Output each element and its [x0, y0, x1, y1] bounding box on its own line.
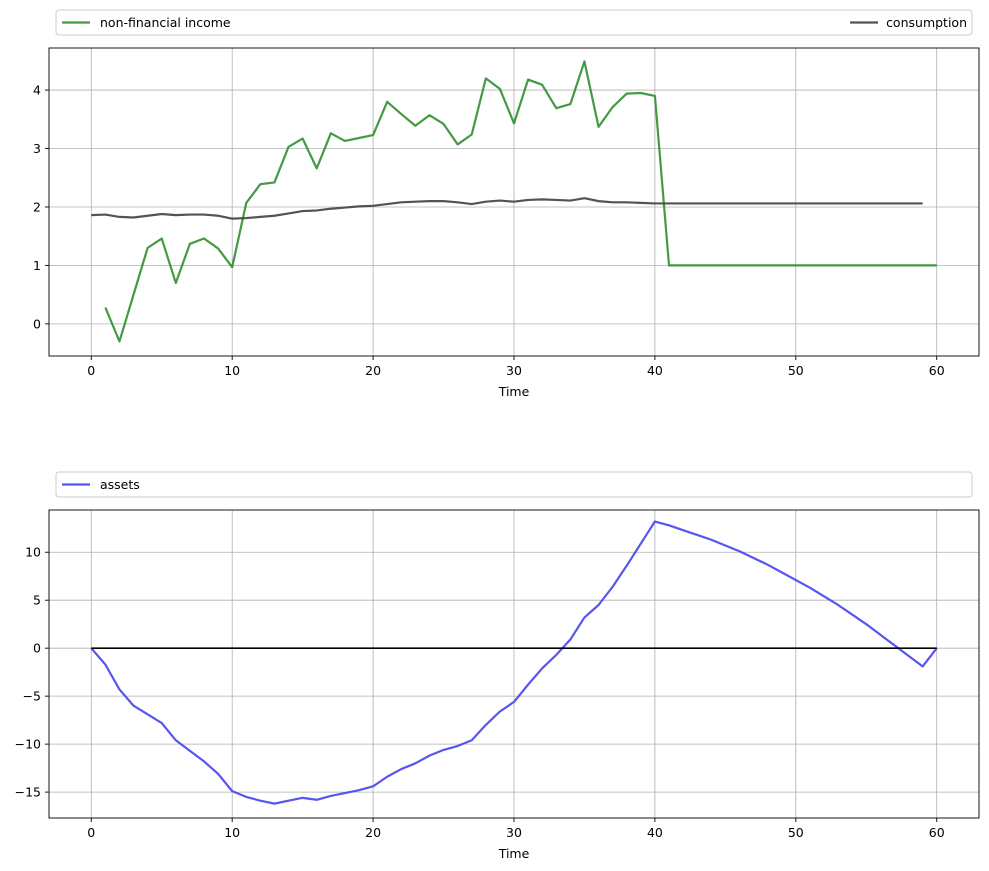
x-axis-label: Time	[498, 384, 530, 399]
x-axis-label: Time	[498, 846, 530, 861]
x-tick-label: 60	[929, 825, 945, 840]
income-consumption-panel: 0 10 20 30 40 50 60 0 1 2 3 4 Time non-financial inco…	[33, 9, 980, 399]
y-tick-label: −15	[15, 785, 41, 800]
legend-box	[55, 471, 973, 498]
legend-box	[55, 9, 973, 36]
y-tick-label: 0	[33, 641, 41, 656]
y-tick-label: 3	[33, 141, 41, 156]
y-tick-label: 2	[33, 199, 41, 214]
x-tick-label: 20	[365, 363, 381, 378]
y-tick-label: −10	[15, 737, 41, 752]
series-line-non-financial-income	[104, 60, 937, 343]
y-tick-label: 4	[33, 83, 41, 98]
x-tick-label: 0	[87, 363, 95, 378]
x-tick-label: 10	[224, 363, 240, 378]
x-tick-label: 50	[788, 825, 804, 840]
x-tick-label: 30	[506, 825, 522, 840]
x-tick-label: 20	[365, 825, 381, 840]
x-tick-label: 60	[929, 363, 945, 378]
series-line-assets	[90, 520, 938, 805]
y-tick-label: 10	[25, 545, 41, 560]
y-tick-label: 1	[33, 258, 41, 273]
x-tick-label: 30	[506, 363, 522, 378]
y-tick-label: 0	[33, 316, 41, 331]
legend-label-non-financial-income: non-financial income	[100, 15, 231, 30]
x-tick-label: 40	[647, 363, 663, 378]
series-line-consumption	[91, 197, 923, 220]
assets-panel: 0 10 20 30 40 50 60 −15 −10 −5 0 5 10 Time assets	[15, 471, 980, 861]
x-tick-label: 10	[224, 825, 240, 840]
x-tick-label: 0	[87, 825, 95, 840]
y-tick-label: 5	[33, 593, 41, 608]
y-tick-label: −5	[23, 689, 41, 704]
x-tick-label: 50	[788, 363, 804, 378]
legend-label-consumption: consumption	[886, 15, 967, 30]
x-tick-label: 40	[647, 825, 663, 840]
legend-label-assets: assets	[100, 477, 140, 492]
